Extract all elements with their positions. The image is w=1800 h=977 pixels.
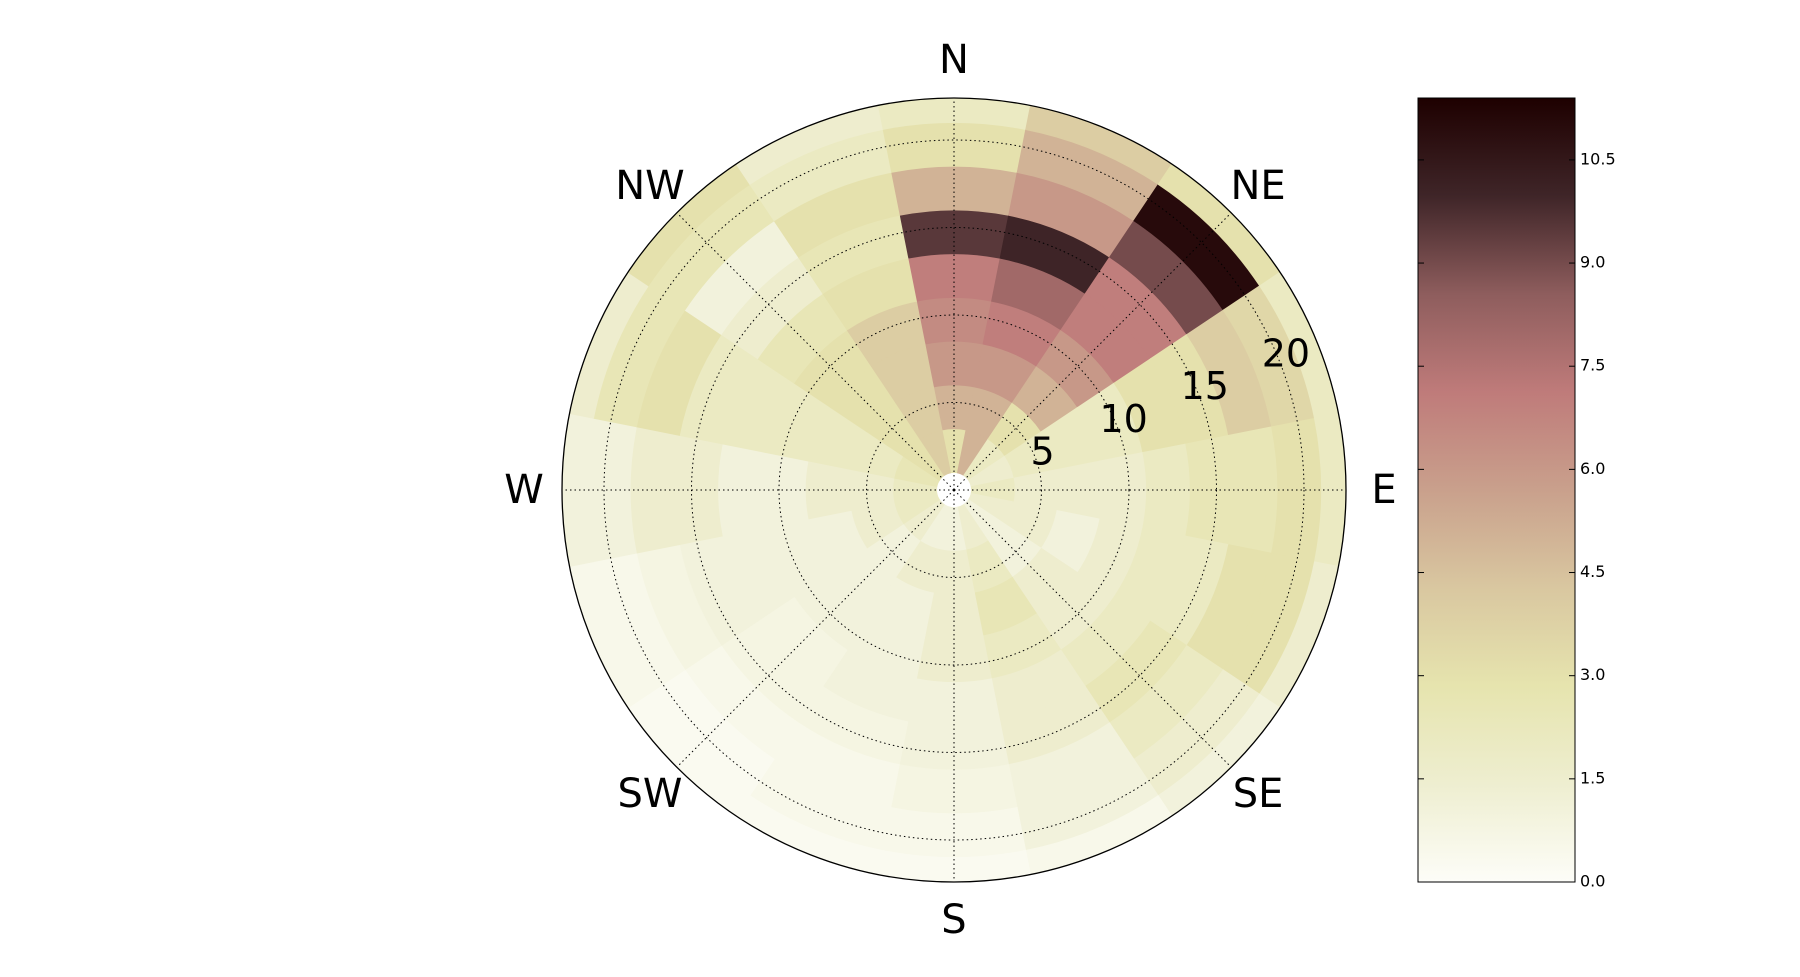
colorbar-tick-label: 9.0 xyxy=(1580,253,1605,272)
radial-tick-label: 5 xyxy=(1030,430,1054,474)
colorbar-tick-label: 3.0 xyxy=(1580,665,1605,684)
heat-cell xyxy=(1056,460,1104,520)
direction-label: NE xyxy=(1230,163,1285,209)
colorbar-tick-label: 4.5 xyxy=(1580,562,1605,581)
direction-label: SW xyxy=(617,771,682,817)
grid-circle xyxy=(778,314,1130,666)
heat-cell xyxy=(924,592,984,640)
direction-label: S xyxy=(941,897,966,943)
radial-tick-label: 15 xyxy=(1181,364,1229,408)
radial-tick-label: 10 xyxy=(1099,397,1147,441)
direction-label: W xyxy=(504,467,544,513)
colorbar-tick-label: 0.0 xyxy=(1580,872,1605,891)
heat-cell xyxy=(924,340,984,388)
plot-border xyxy=(561,97,1347,883)
colorbar-tick-label: 1.5 xyxy=(1580,768,1605,787)
colorbar xyxy=(1417,97,1576,883)
heat-cell xyxy=(804,460,852,520)
grid-circle xyxy=(866,402,1042,578)
direction-label: NW xyxy=(615,163,684,209)
direction-label: N xyxy=(939,37,969,83)
direction-label: SE xyxy=(1233,771,1284,817)
colorbar-tick-label: 6.0 xyxy=(1580,459,1605,478)
colorbar-tick-label: 10.5 xyxy=(1580,149,1616,168)
radial-tick-label: 20 xyxy=(1262,331,1310,375)
direction-label: E xyxy=(1371,467,1396,513)
grid-circle xyxy=(603,139,1305,841)
colorbar-tick-label: 7.5 xyxy=(1580,356,1605,375)
